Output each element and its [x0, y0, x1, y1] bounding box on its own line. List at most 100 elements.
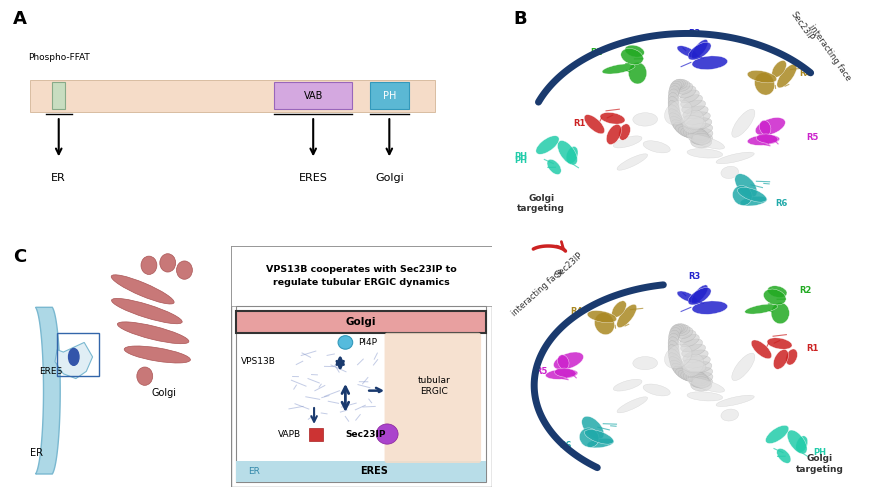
Ellipse shape: [677, 83, 692, 94]
Ellipse shape: [677, 327, 692, 338]
Ellipse shape: [557, 355, 568, 369]
Ellipse shape: [667, 100, 680, 117]
Ellipse shape: [535, 136, 559, 154]
Ellipse shape: [691, 285, 707, 304]
FancyBboxPatch shape: [230, 246, 491, 487]
Ellipse shape: [686, 134, 724, 149]
Ellipse shape: [692, 131, 708, 143]
Ellipse shape: [686, 367, 712, 378]
Text: ER: ER: [51, 173, 66, 183]
Ellipse shape: [124, 346, 190, 363]
Text: A: A: [13, 10, 27, 28]
Ellipse shape: [601, 64, 634, 74]
Ellipse shape: [545, 369, 577, 379]
Ellipse shape: [691, 377, 710, 388]
Ellipse shape: [676, 291, 696, 303]
Ellipse shape: [679, 90, 699, 103]
Ellipse shape: [689, 376, 712, 388]
Ellipse shape: [687, 128, 702, 139]
Ellipse shape: [680, 127, 698, 138]
Text: Sec23IP: Sec23IP: [788, 10, 814, 43]
Ellipse shape: [668, 330, 679, 341]
Ellipse shape: [691, 301, 726, 314]
Ellipse shape: [117, 322, 189, 344]
Ellipse shape: [776, 449, 790, 463]
Text: R2: R2: [590, 48, 602, 57]
Ellipse shape: [673, 324, 685, 333]
Ellipse shape: [668, 328, 680, 338]
Ellipse shape: [675, 325, 689, 336]
Ellipse shape: [678, 330, 695, 342]
Text: Phospho-FFAT: Phospho-FFAT: [28, 53, 90, 62]
Circle shape: [176, 261, 192, 279]
Ellipse shape: [668, 86, 679, 97]
Ellipse shape: [682, 354, 703, 376]
Ellipse shape: [737, 187, 766, 202]
Text: B: B: [513, 10, 527, 28]
Text: Golgi
targeting: Golgi targeting: [516, 194, 565, 213]
Ellipse shape: [667, 349, 680, 366]
Ellipse shape: [667, 344, 680, 361]
Ellipse shape: [613, 379, 641, 391]
Ellipse shape: [627, 62, 646, 84]
Ellipse shape: [770, 303, 788, 324]
Ellipse shape: [680, 116, 705, 129]
Text: R4: R4: [799, 69, 811, 78]
Ellipse shape: [680, 371, 698, 381]
Text: R1: R1: [573, 119, 585, 128]
Ellipse shape: [667, 333, 678, 346]
Ellipse shape: [673, 366, 692, 380]
Ellipse shape: [671, 120, 690, 135]
Circle shape: [141, 256, 156, 275]
Text: interacting face: interacting face: [806, 23, 852, 82]
Ellipse shape: [687, 128, 712, 140]
Ellipse shape: [755, 134, 777, 143]
Ellipse shape: [111, 299, 182, 324]
Text: ERES: ERES: [298, 173, 328, 183]
FancyBboxPatch shape: [235, 461, 486, 482]
Ellipse shape: [677, 370, 696, 381]
Ellipse shape: [667, 96, 678, 112]
Text: ER: ER: [30, 448, 43, 459]
Ellipse shape: [669, 360, 687, 376]
Ellipse shape: [765, 426, 788, 443]
Text: PH: PH: [813, 448, 825, 457]
Ellipse shape: [620, 49, 642, 64]
Ellipse shape: [683, 128, 699, 138]
Ellipse shape: [587, 310, 616, 323]
Ellipse shape: [691, 56, 726, 69]
Ellipse shape: [746, 135, 779, 145]
Circle shape: [160, 254, 176, 272]
Ellipse shape: [664, 344, 691, 369]
Ellipse shape: [682, 106, 707, 119]
Ellipse shape: [667, 337, 678, 351]
FancyBboxPatch shape: [384, 333, 481, 463]
Ellipse shape: [731, 109, 754, 137]
Text: C: C: [13, 248, 26, 266]
Ellipse shape: [678, 86, 695, 98]
Ellipse shape: [687, 371, 702, 382]
Ellipse shape: [671, 364, 690, 378]
Ellipse shape: [744, 304, 777, 314]
Text: R5: R5: [534, 367, 547, 376]
Ellipse shape: [667, 340, 678, 356]
Ellipse shape: [690, 379, 711, 391]
Ellipse shape: [690, 136, 711, 148]
Ellipse shape: [683, 371, 699, 381]
Ellipse shape: [680, 360, 705, 373]
FancyBboxPatch shape: [235, 306, 486, 482]
Ellipse shape: [594, 313, 614, 335]
Ellipse shape: [685, 118, 711, 130]
Circle shape: [375, 424, 398, 444]
Ellipse shape: [715, 152, 753, 164]
Text: PH: PH: [514, 152, 526, 161]
Text: PH: PH: [382, 91, 395, 101]
Text: VAB: VAB: [303, 91, 322, 101]
Ellipse shape: [680, 94, 701, 108]
Ellipse shape: [673, 79, 685, 89]
Text: Sec23IP: Sec23IP: [553, 250, 584, 279]
Ellipse shape: [667, 92, 678, 107]
Ellipse shape: [689, 371, 703, 382]
Ellipse shape: [611, 301, 626, 317]
Ellipse shape: [681, 344, 705, 357]
